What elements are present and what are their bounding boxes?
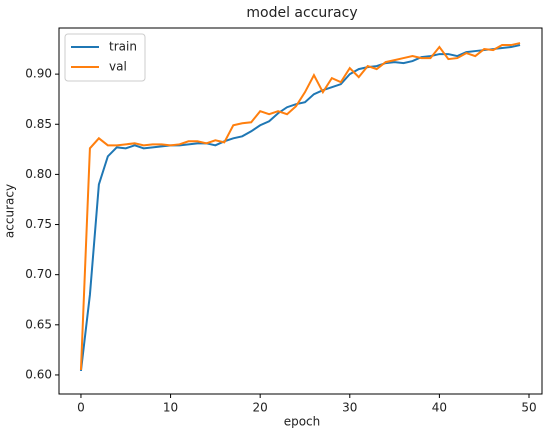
x-tick-label: 50 — [521, 401, 536, 415]
x-tick-label: 10 — [163, 401, 178, 415]
legend-box — [64, 33, 146, 82]
x-tick-label: 0 — [77, 401, 85, 415]
plot-frame — [58, 27, 543, 395]
legend-label: val — [109, 60, 127, 74]
y-axis-label: accuracy — [3, 184, 17, 238]
x-tick-label: 30 — [342, 401, 357, 415]
y-tick-label: 0.90 — [25, 67, 52, 81]
series-line — [79, 44, 521, 372]
y-tick-label: 0.85 — [25, 117, 52, 131]
series-line — [79, 42, 521, 370]
x-tick-label: 20 — [253, 401, 268, 415]
chart-title: model accuracy — [246, 5, 357, 21]
y-tick-label: 0.75 — [25, 217, 52, 231]
x-axis-label: epoch — [284, 415, 321, 429]
y-tick-label: 0.70 — [25, 267, 52, 281]
y-tick-label: 0.60 — [25, 367, 52, 381]
y-tick-label: 0.65 — [25, 317, 52, 331]
y-tick-label: 0.80 — [25, 167, 52, 181]
x-tick-label: 40 — [432, 401, 447, 415]
legend-label: train — [109, 40, 137, 54]
